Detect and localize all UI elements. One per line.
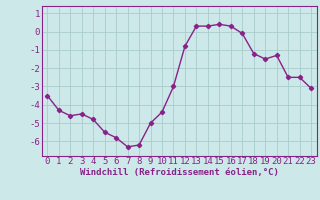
X-axis label: Windchill (Refroidissement éolien,°C): Windchill (Refroidissement éolien,°C) <box>80 168 279 177</box>
